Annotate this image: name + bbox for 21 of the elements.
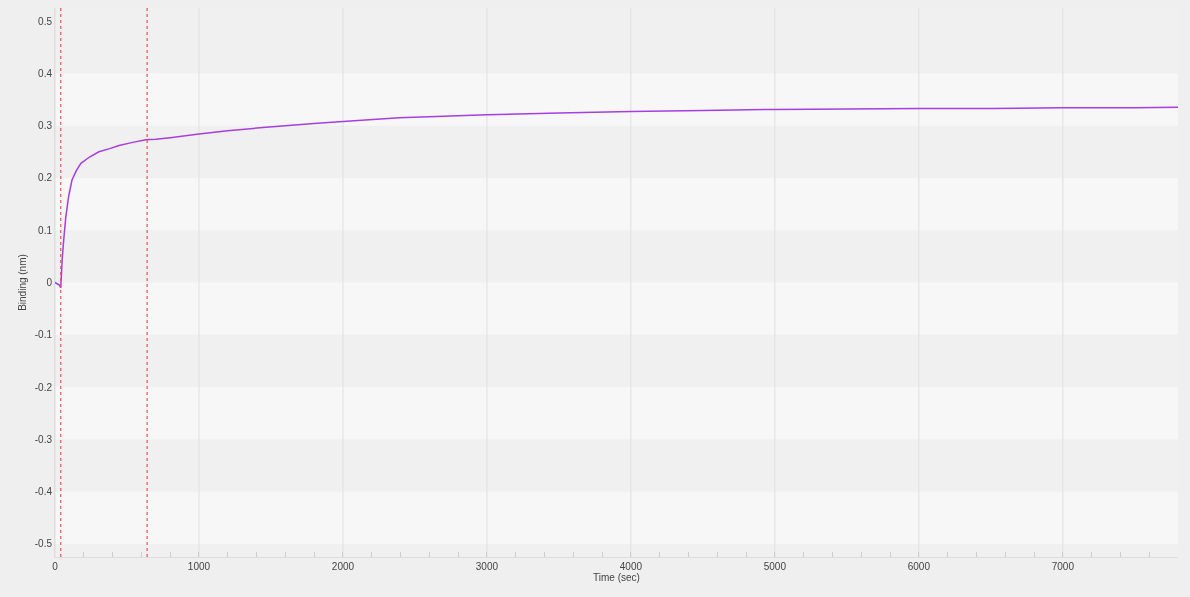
y-tick-label: -0.2 xyxy=(34,381,53,393)
y-tick-label: 0.1 xyxy=(38,224,53,236)
x-tick-label: 4000 xyxy=(619,561,643,572)
y-tick-label: 0.5 xyxy=(38,15,53,27)
y-tick-label: 0.3 xyxy=(38,120,53,132)
y-tick-label: -0.5 xyxy=(34,538,53,550)
y-tick-label: 0.4 xyxy=(38,67,53,79)
x-tick-label: 1000 xyxy=(187,561,211,572)
line-series xyxy=(55,106,1178,289)
y-tick-label: -0.1 xyxy=(34,329,53,341)
x-axis-title: Time (sec) xyxy=(593,572,640,583)
y-axis-title: Binding (nm) xyxy=(16,254,28,311)
y-tick-label: -0.3 xyxy=(34,433,53,445)
x-tick-label: 7000 xyxy=(1051,561,1075,572)
y-tick-label: -0.4 xyxy=(34,486,53,498)
y-tick-label: 0.2 xyxy=(38,172,53,184)
x-tick-label: 2000 xyxy=(331,561,355,572)
y-tick-label: 0 xyxy=(46,277,53,288)
x-tick-label: 5000 xyxy=(763,561,787,572)
x-tick-label: 6000 xyxy=(907,561,931,572)
x-tick-label: 3000 xyxy=(475,561,499,572)
